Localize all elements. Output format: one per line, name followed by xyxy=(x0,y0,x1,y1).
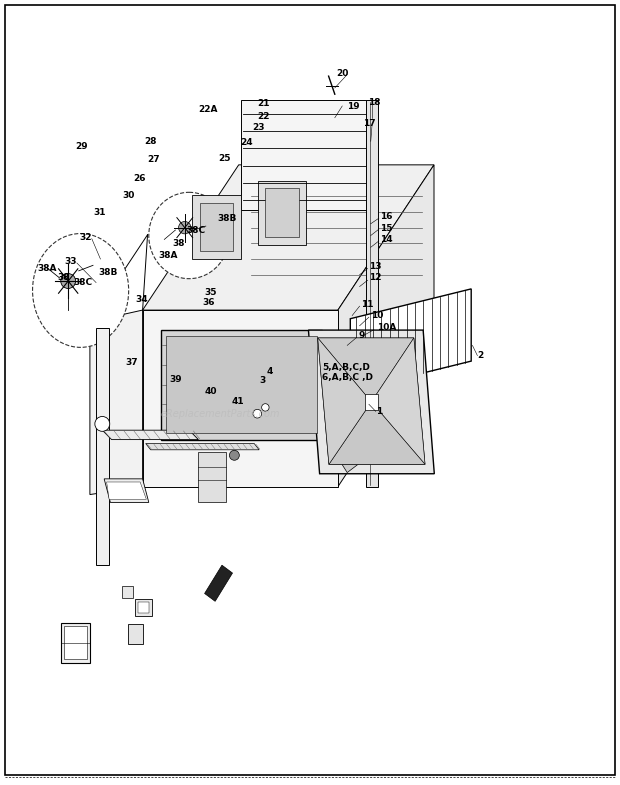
Polygon shape xyxy=(371,338,425,465)
Text: 38: 38 xyxy=(172,239,185,248)
Text: 20: 20 xyxy=(337,68,349,78)
Polygon shape xyxy=(338,165,434,487)
Text: 24: 24 xyxy=(241,138,253,148)
Polygon shape xyxy=(143,165,434,310)
Text: 3: 3 xyxy=(259,376,265,385)
Text: 27: 27 xyxy=(147,155,159,164)
Polygon shape xyxy=(107,482,146,499)
Polygon shape xyxy=(350,289,471,391)
Text: 38: 38 xyxy=(58,272,70,282)
Polygon shape xyxy=(104,479,149,502)
Circle shape xyxy=(262,403,269,411)
Text: 23: 23 xyxy=(252,123,265,133)
Text: 4: 4 xyxy=(267,367,273,376)
Polygon shape xyxy=(342,455,360,473)
Text: 32: 32 xyxy=(79,232,92,242)
Polygon shape xyxy=(317,338,371,465)
Text: 38C: 38C xyxy=(73,278,92,287)
Text: 1: 1 xyxy=(376,407,382,416)
Ellipse shape xyxy=(33,233,129,347)
Text: 39: 39 xyxy=(169,375,182,385)
Text: 28: 28 xyxy=(144,137,156,146)
Text: 34: 34 xyxy=(135,295,148,305)
Text: 9: 9 xyxy=(358,330,365,340)
Polygon shape xyxy=(90,310,143,495)
Polygon shape xyxy=(366,100,378,487)
Polygon shape xyxy=(192,195,241,259)
Polygon shape xyxy=(161,330,322,440)
Text: 38A: 38A xyxy=(37,264,56,273)
Circle shape xyxy=(95,417,110,431)
Polygon shape xyxy=(128,624,143,644)
Polygon shape xyxy=(317,338,414,402)
Text: 6,A,B,C ,D: 6,A,B,C ,D xyxy=(322,373,373,382)
Text: 10A: 10A xyxy=(377,323,396,332)
Polygon shape xyxy=(205,565,232,601)
Text: 11: 11 xyxy=(361,300,373,309)
Polygon shape xyxy=(258,181,306,245)
Text: 38C: 38C xyxy=(186,225,205,235)
Polygon shape xyxy=(135,599,152,616)
Text: 15: 15 xyxy=(380,224,392,233)
Text: 35: 35 xyxy=(205,287,217,297)
Text: 40: 40 xyxy=(205,387,217,396)
Text: eReplacementParts.com: eReplacementParts.com xyxy=(161,410,280,419)
Polygon shape xyxy=(365,394,378,410)
Polygon shape xyxy=(102,430,198,440)
Circle shape xyxy=(253,409,262,418)
Polygon shape xyxy=(241,100,372,210)
Text: 14: 14 xyxy=(380,235,392,244)
Polygon shape xyxy=(198,452,226,502)
Text: 10: 10 xyxy=(371,311,383,320)
Polygon shape xyxy=(309,330,434,474)
Text: 30: 30 xyxy=(122,191,135,200)
Polygon shape xyxy=(122,586,133,598)
Polygon shape xyxy=(146,444,259,450)
Polygon shape xyxy=(265,188,299,237)
Text: 36: 36 xyxy=(202,298,215,307)
Circle shape xyxy=(61,274,76,288)
Text: 38A: 38A xyxy=(159,250,178,260)
Text: 25: 25 xyxy=(218,154,231,163)
Text: 26: 26 xyxy=(133,174,146,184)
Text: 19: 19 xyxy=(347,102,359,111)
Text: 31: 31 xyxy=(93,208,105,217)
Polygon shape xyxy=(166,336,317,433)
Polygon shape xyxy=(317,338,425,465)
Polygon shape xyxy=(64,626,87,659)
Text: 16: 16 xyxy=(380,212,392,221)
Text: 17: 17 xyxy=(363,119,376,128)
Text: 12: 12 xyxy=(369,273,381,283)
Text: 37: 37 xyxy=(126,358,138,367)
Polygon shape xyxy=(96,328,108,565)
Text: 2: 2 xyxy=(477,351,484,360)
Text: 41: 41 xyxy=(232,396,244,406)
Text: 5,A,B,C,D: 5,A,B,C,D xyxy=(322,363,370,372)
Ellipse shape xyxy=(149,192,229,279)
Text: 22A: 22A xyxy=(199,105,218,115)
Text: 29: 29 xyxy=(76,141,88,151)
Text: 13: 13 xyxy=(369,262,381,272)
Text: 18: 18 xyxy=(368,97,381,107)
Text: 38B: 38B xyxy=(217,214,236,223)
Polygon shape xyxy=(143,310,338,487)
Text: 38B: 38B xyxy=(98,268,117,277)
Text: 33: 33 xyxy=(64,257,77,266)
Text: 21: 21 xyxy=(257,99,270,108)
Polygon shape xyxy=(138,602,149,613)
Polygon shape xyxy=(61,623,90,663)
Circle shape xyxy=(229,451,239,460)
Circle shape xyxy=(179,221,191,234)
Text: 22: 22 xyxy=(257,111,270,121)
Polygon shape xyxy=(200,203,233,251)
Polygon shape xyxy=(329,402,425,465)
